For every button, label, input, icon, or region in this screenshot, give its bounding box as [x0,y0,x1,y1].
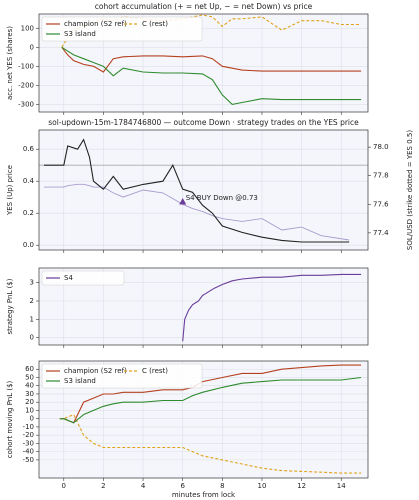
x-tick-label: 8 [220,482,224,490]
series-line [59,376,362,424]
plot-frame [38,360,369,479]
x-tick-label: 2 [101,482,105,490]
y-tick-label: -50 [23,456,34,464]
y-tick-label: 3 [30,279,34,287]
y2-axis-label: SOL/USD (strike dotted = YES 0.5) [406,130,414,250]
y-tick-label: 0.0 [23,241,34,249]
x-tick-label: 14 [337,482,346,490]
y-tick-label: 0.6 [23,145,35,153]
y2-tick-label: 77.8 [373,172,389,180]
series-line [59,364,362,424]
y2-tick-label: 77.6 [373,200,389,208]
series-line [61,46,362,105]
series-line [59,413,362,474]
y-tick-label: 0.2 [23,209,34,217]
y-axis-label: cohort moving PnL ($) [6,380,14,458]
x-tick-label: 6 [180,482,185,490]
y-tick-label: -300 [18,100,34,108]
y-tick-label: -40 [23,448,34,456]
y-tick-label: 10 [25,406,34,414]
x-axis-label: minutes from lock [172,491,236,499]
y-tick-label: 0.4 [23,177,35,185]
panel-title: cohort accumulation (+ = net Up, − = net… [95,2,313,11]
y-tick-label: 0 [30,43,34,51]
plot-frame [38,129,369,251]
y-tick-label: 40 [25,382,34,390]
y-axis-label: YES (Up) price [6,165,14,216]
y2-tick-label: 78.0 [373,143,389,151]
legend-label: C (rest) [142,20,168,28]
y-tick-label: 20 [25,398,34,406]
legend-label: champion (S2 ref) [64,20,127,28]
annotation-marker [179,198,187,205]
legend-label: champion (S2 ref) [64,367,127,375]
y-tick-label: 50 [25,373,34,381]
legend-box [41,270,125,286]
y-tick-label: -20 [23,431,34,439]
y-tick-label: 0 [30,334,34,342]
y-tick-label: 100 [21,24,34,32]
legend-label: C (rest) [142,367,168,375]
series-line [61,46,362,73]
series-line [182,273,362,342]
legend-label: S3 island [64,377,96,385]
plot-frame [38,267,369,346]
panel-title: sol-updown-15m-1784746800 — outcome Down… [48,118,359,127]
y2-tick-label: 77.4 [373,229,389,237]
y-tick-label: -100 [18,62,34,70]
series-line [44,138,350,243]
y-tick-label: 1 [30,315,34,323]
x-tick-label: 0 [62,482,66,490]
y-tick-label: 2 [30,297,34,305]
y-tick-label: -30 [23,439,34,447]
y-tick-label: 0 [30,415,34,423]
annotation-text: S4 BUY Down @0.73 [186,194,258,202]
y-tick-label: 30 [25,390,34,398]
y-axis-label: strategy PnL ($) [6,278,14,334]
legend-box [41,16,203,42]
y-tick-label: -200 [18,81,34,89]
plot-area [39,130,368,250]
y-axis-label: acc. net YES (shares) [6,26,14,100]
y-tick-label: -10 [23,423,34,431]
legend-label: S4 [64,274,73,282]
legend-box [41,363,203,389]
plot-frame [38,13,369,113]
x-tick-label: 4 [141,482,146,490]
x-tick-label: 12 [297,482,306,490]
legend-label: S3 island [64,30,96,38]
series-line [44,183,350,241]
y-tick-label: 60 [25,365,34,373]
x-tick-label: 10 [258,482,267,490]
